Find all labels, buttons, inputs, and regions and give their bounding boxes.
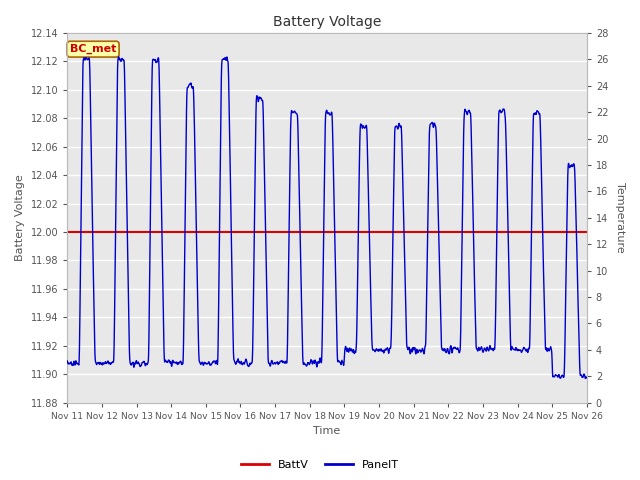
Legend: BattV, PanelT: BattV, PanelT <box>237 456 403 474</box>
Text: BC_met: BC_met <box>70 44 116 54</box>
Y-axis label: Temperature: Temperature <box>615 182 625 253</box>
Title: Battery Voltage: Battery Voltage <box>273 15 381 29</box>
Y-axis label: Battery Voltage: Battery Voltage <box>15 174 25 261</box>
X-axis label: Time: Time <box>314 426 340 436</box>
